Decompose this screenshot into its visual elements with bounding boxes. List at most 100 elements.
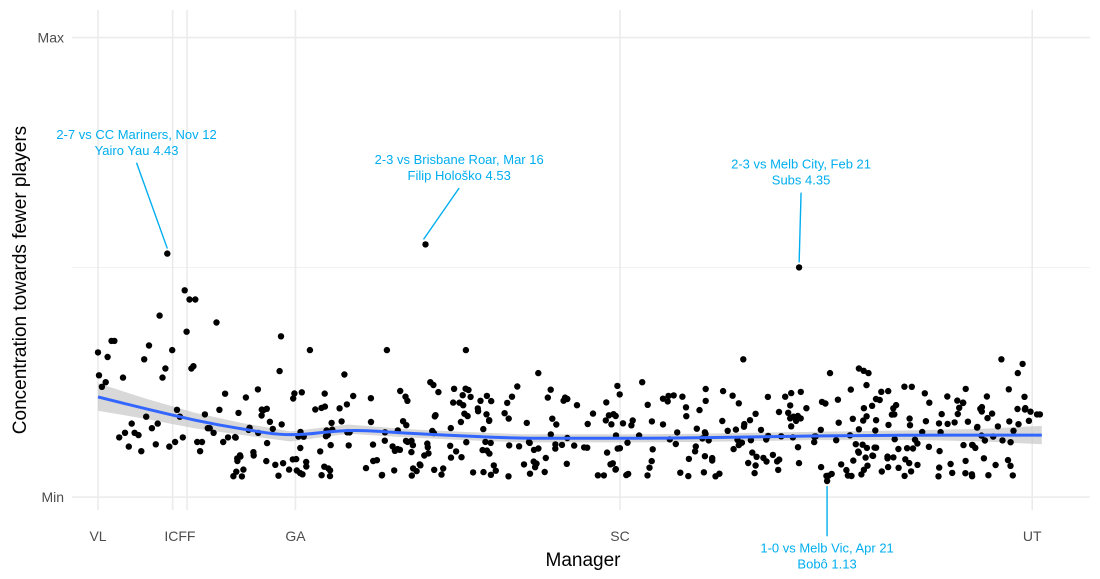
data-point: [258, 406, 265, 413]
data-point: [871, 444, 878, 451]
data-point: [367, 395, 375, 402]
data-point: [391, 447, 399, 454]
data-point: [938, 410, 945, 418]
data-point: [968, 471, 976, 478]
data-point: [373, 457, 381, 464]
data-point: [702, 385, 709, 393]
data-point: [210, 429, 217, 436]
data-point: [263, 457, 270, 465]
data-point: [408, 448, 415, 456]
data-point: [277, 333, 285, 340]
data-point: [773, 458, 781, 465]
data-point: [764, 393, 772, 401]
data-point: [612, 412, 619, 420]
data-point: [749, 449, 756, 456]
data-point: [447, 442, 454, 449]
data-point: [1005, 386, 1012, 393]
data-point: [603, 399, 610, 406]
data-point: [317, 448, 324, 455]
data-point: [94, 349, 102, 356]
data-point: [341, 371, 348, 378]
data-point: [935, 473, 942, 480]
data-point: [328, 419, 335, 427]
data-point: [145, 342, 153, 349]
data-point: [901, 383, 908, 390]
data-point: [891, 436, 898, 443]
data-point: [834, 396, 842, 403]
data-point: [794, 444, 802, 451]
data-point: [757, 426, 765, 434]
data-point: [817, 426, 824, 433]
data-point: [458, 454, 465, 461]
data-point: [1022, 404, 1029, 412]
data-point: [956, 404, 963, 411]
data-point: [639, 379, 646, 386]
y-tick-label: Min: [41, 489, 64, 505]
data-point: [603, 449, 611, 456]
data-point: [263, 405, 270, 412]
data-point: [629, 417, 636, 424]
data-point: [983, 393, 991, 400]
data-point: [803, 405, 810, 412]
data-point: [849, 415, 856, 422]
data-point: [447, 454, 455, 461]
data-point: [672, 440, 679, 448]
data-point: [735, 400, 742, 407]
data-point: [732, 426, 740, 433]
data-point: [520, 461, 528, 468]
data-point: [143, 413, 150, 420]
x-tick-label: GA: [285, 528, 306, 544]
data-point: [926, 399, 933, 406]
data-point: [242, 394, 250, 401]
axes: Min Max VL ICFF GA SC UT: [38, 30, 1042, 544]
data-point: [788, 423, 795, 430]
data-point: [447, 424, 454, 432]
data-point: [716, 470, 723, 477]
data-point: [1014, 405, 1021, 413]
data-point: [391, 467, 398, 474]
data-point: [892, 401, 900, 409]
data-point: [321, 463, 328, 470]
data-point: [860, 367, 867, 374]
annotation-leader: [798, 192, 802, 263]
data-point: [279, 460, 287, 467]
data-point: [464, 412, 471, 420]
data-point: [865, 369, 872, 377]
data-point: [745, 459, 752, 467]
data-point: [369, 441, 377, 448]
data-point: [159, 374, 166, 381]
data-point: [492, 467, 499, 474]
data-point: [345, 442, 352, 449]
data-point: [719, 387, 727, 395]
data-point: [173, 406, 181, 413]
data-point: [343, 401, 351, 408]
x-tick-label: UT: [1023, 528, 1042, 544]
data-point: [297, 444, 304, 452]
data-point: [969, 441, 976, 449]
data-point: [457, 418, 465, 426]
data-point: [682, 404, 690, 411]
data-point: [811, 438, 818, 446]
data-point: [164, 250, 171, 257]
data-point: [980, 455, 988, 462]
annotation-label: 2-3 vs Brisbane Roar, Mar 16: [375, 152, 544, 167]
data-point: [872, 417, 880, 424]
data-point: [998, 356, 1005, 363]
annotation-leader: [422, 187, 460, 240]
data-point: [903, 445, 911, 452]
data-point: [850, 457, 857, 464]
data-point: [549, 415, 556, 422]
data-point: [381, 437, 388, 444]
data-point: [936, 464, 943, 471]
data-point: [98, 383, 106, 390]
data-point: [869, 452, 877, 460]
data-point: [141, 356, 148, 363]
data-point: [179, 434, 186, 441]
data-point: [864, 462, 871, 469]
data-point: [138, 448, 145, 455]
data-point: [427, 379, 434, 386]
data-point: [600, 472, 608, 479]
annotation-label: 2-3 vs Melb City, Feb 21: [731, 157, 871, 172]
